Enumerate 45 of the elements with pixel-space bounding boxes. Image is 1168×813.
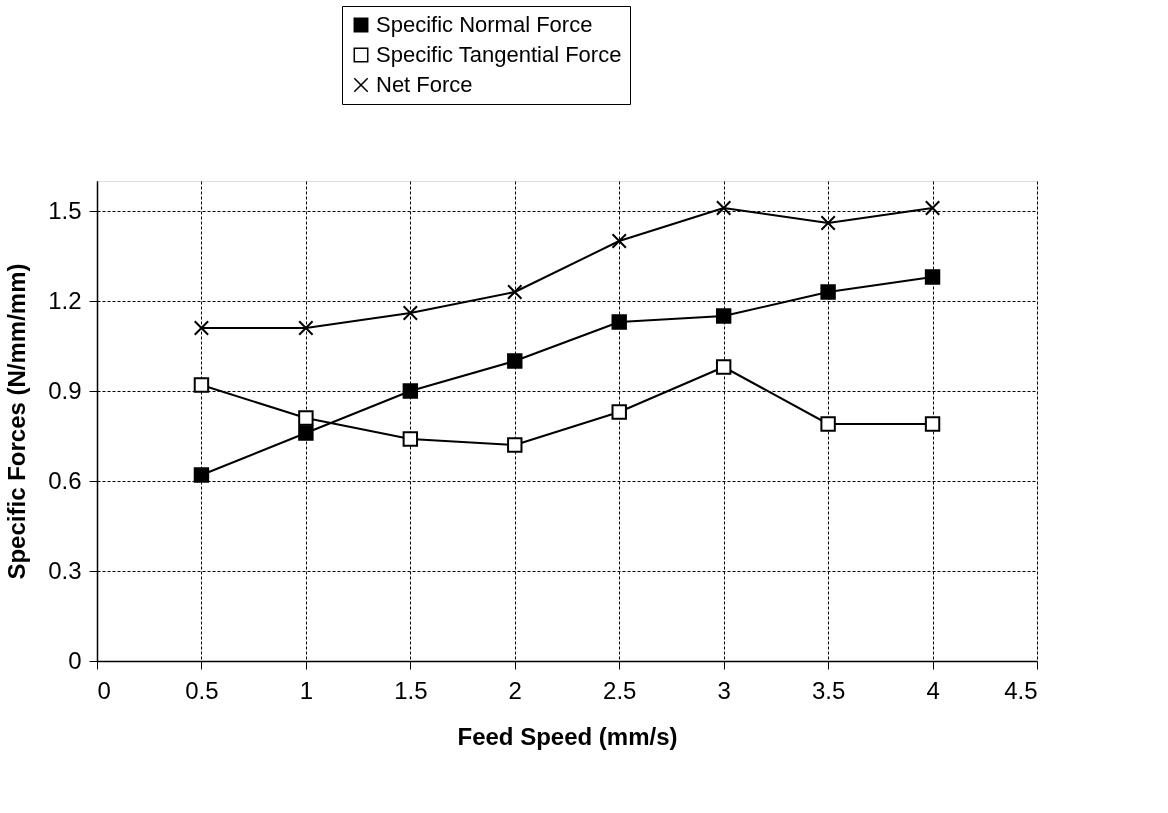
point [402, 383, 419, 399]
point [193, 320, 210, 336]
y-tick-label: 1.5 [48, 196, 82, 224]
x-tick-label: 2 [508, 676, 522, 704]
y-tick-label: 1.2 [48, 286, 82, 314]
point [298, 320, 314, 336]
point [924, 416, 941, 432]
x-tick-label: 4.5 [1004, 676, 1038, 704]
point [611, 404, 627, 420]
point [820, 215, 836, 231]
legend-label: Specific Normal Force [376, 12, 593, 37]
point [507, 284, 523, 300]
point [820, 416, 836, 432]
x-tick-label: 1 [299, 676, 314, 704]
y-axis-title: Specific Forces (N/mm/mm) [3, 263, 31, 580]
point [611, 233, 627, 249]
point [402, 431, 419, 447]
x-axis-title: Feed Speed (mm/s) [457, 722, 678, 750]
point [715, 308, 732, 324]
x-tick-label: 4 [926, 676, 940, 704]
x-tick-label: 2.5 [603, 676, 637, 704]
point [820, 284, 836, 300]
legend-label: Specific Tangential Force [376, 42, 622, 67]
point [298, 410, 314, 426]
x-tick-label: 0 [97, 676, 111, 704]
point [193, 377, 210, 393]
y-tick-label: 0.3 [48, 556, 82, 584]
point [507, 353, 523, 369]
y-tick-label: 0.9 [48, 376, 82, 404]
y-tick-label: 0.6 [48, 466, 82, 494]
point [715, 200, 732, 216]
point [924, 200, 941, 216]
point [611, 314, 627, 330]
x-tick-label: 3 [717, 676, 731, 704]
legend-label: Net Force [376, 72, 473, 97]
point [507, 437, 523, 453]
point [193, 467, 210, 483]
point [298, 425, 314, 441]
x-tick-label: 3.5 [811, 676, 846, 704]
x-tick-label: 1.5 [394, 676, 428, 704]
point [924, 269, 941, 285]
x-tick-label: 0.5 [185, 676, 219, 704]
y-tick-label: 0 [68, 646, 82, 674]
point [715, 359, 732, 375]
point [402, 305, 419, 321]
